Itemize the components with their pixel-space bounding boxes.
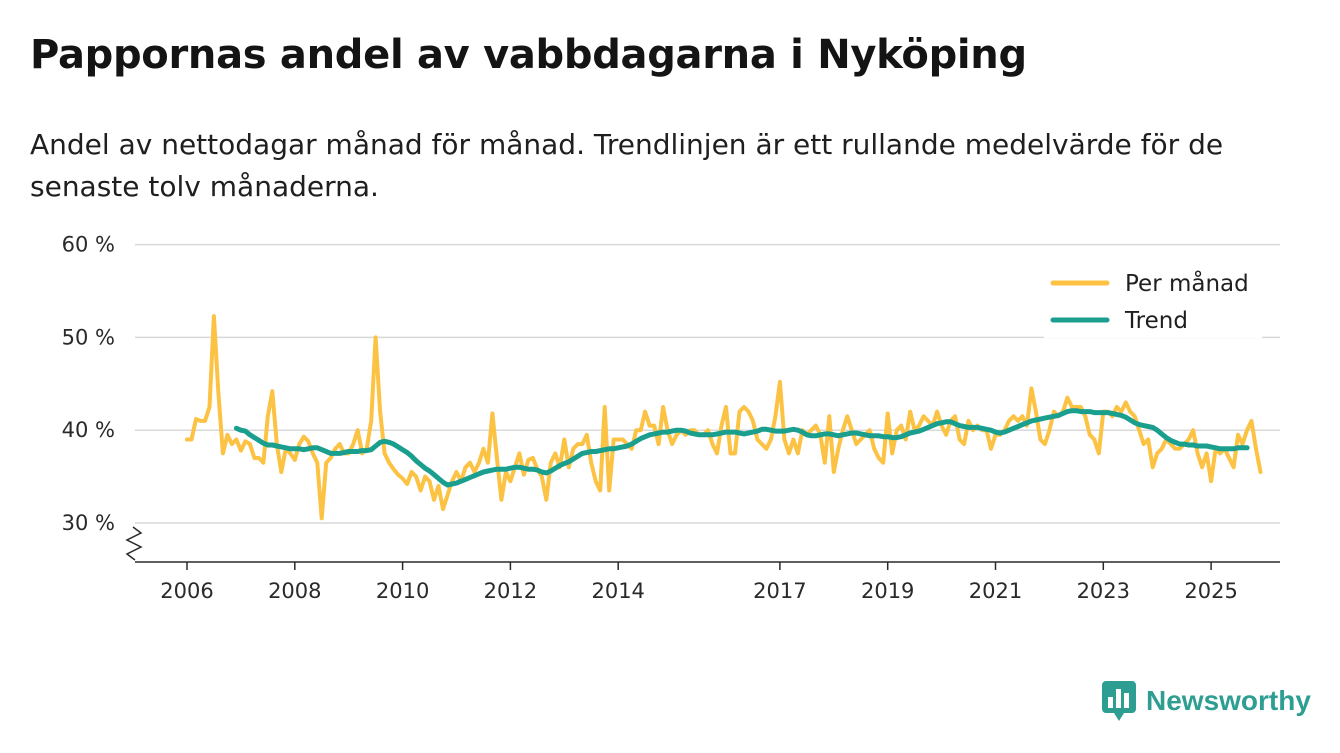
x-tick-label: 2021 bbox=[969, 579, 1022, 603]
x-tick-label: 2006 bbox=[160, 579, 213, 603]
chart-subtitle: Andel av nettodagar månad för månad. Tre… bbox=[30, 128, 1224, 203]
bar-chart-icon bbox=[1102, 681, 1136, 721]
legend-label: Per månad bbox=[1125, 269, 1249, 297]
x-tick-label: 2012 bbox=[484, 579, 537, 603]
axis-break-icon bbox=[125, 526, 143, 561]
x-tick-label: 2017 bbox=[753, 579, 806, 603]
monthly-series-line bbox=[185, 314, 1263, 521]
x-axis: 2006 2008 2010 2012 2014 2017 2019 2021 2023 2025 bbox=[125, 526, 1280, 603]
brand-name: Newsworthy bbox=[1146, 685, 1311, 716]
x-tick-label: 2023 bbox=[1077, 579, 1130, 603]
brand-logo: Newsworthy bbox=[1102, 681, 1311, 721]
legend: Per månad Trend bbox=[1044, 262, 1262, 338]
y-tick-label: 40 % bbox=[62, 418, 115, 442]
x-tick-label: 2008 bbox=[268, 579, 321, 603]
series bbox=[185, 314, 1263, 521]
trend-series-line bbox=[233, 408, 1250, 488]
y-tick-label: 60 % bbox=[62, 233, 115, 257]
legend-label: Trend bbox=[1124, 308, 1188, 334]
y-tick-label: 50 % bbox=[62, 325, 115, 349]
y-tick-label: 30 % bbox=[62, 511, 115, 535]
page-title: Pappornas andel av vabbdagarna i Nyköpin… bbox=[30, 32, 1027, 78]
legend-background bbox=[1044, 262, 1262, 338]
x-tick-label: 2019 bbox=[861, 579, 914, 603]
x-tick-label: 2014 bbox=[591, 579, 644, 603]
x-tick-label: 2010 bbox=[376, 579, 429, 603]
x-tick-label: 2025 bbox=[1184, 579, 1237, 603]
